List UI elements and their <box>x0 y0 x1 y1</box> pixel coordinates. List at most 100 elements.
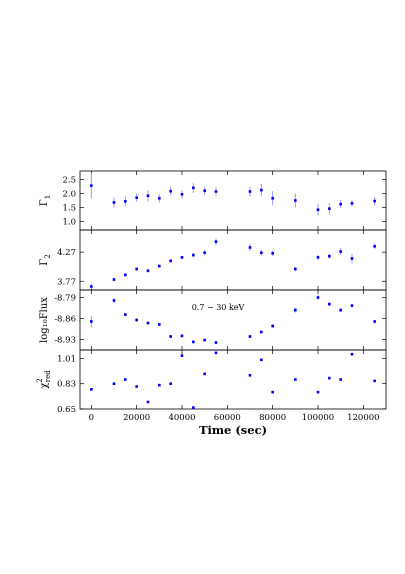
data-point <box>339 308 342 312</box>
x-axis-label: Time (sec) <box>199 423 267 437</box>
y-tick-label: 0.65 <box>57 405 76 415</box>
data-point <box>271 196 274 200</box>
y-tick-label: 2.0 <box>62 189 76 199</box>
x-tick-label: 40000 <box>168 413 195 423</box>
data-point <box>373 379 376 383</box>
data-point <box>214 190 218 193</box>
data-point <box>316 208 320 212</box>
data-point <box>146 269 150 273</box>
data-point <box>260 330 263 334</box>
data-point <box>248 246 252 249</box>
y-axis-label: Γ2 <box>39 254 52 265</box>
data-point <box>90 320 93 323</box>
data-point <box>112 299 116 302</box>
data-point <box>158 383 161 387</box>
data-point <box>146 400 150 404</box>
data-point <box>192 340 195 344</box>
panel-3: -8.93 -8.86 -8.79 log₁₀Flux 0.7 − 30 keV <box>39 289 387 351</box>
data-point <box>350 257 354 260</box>
data-point <box>294 267 297 271</box>
data-point <box>169 259 172 263</box>
x-tick-label: 60000 <box>214 413 241 423</box>
data-point <box>158 196 161 200</box>
y-axis-label: log₁₀Flux <box>39 297 50 343</box>
data-point <box>339 250 342 253</box>
data-point <box>248 190 252 193</box>
y-tick-label: -8.79 <box>54 294 76 304</box>
data-point <box>373 320 376 323</box>
data-point <box>214 240 218 243</box>
data-point <box>124 200 127 203</box>
data-point <box>180 193 184 196</box>
data-point <box>260 358 263 362</box>
data-point <box>328 302 331 306</box>
data-point <box>350 202 354 205</box>
data-point <box>316 390 320 394</box>
data-point <box>339 378 342 381</box>
data-point <box>203 338 206 342</box>
data-point <box>124 273 127 277</box>
data-point <box>158 323 161 326</box>
data-point <box>90 184 93 187</box>
y-tick-label: -8.86 <box>54 315 76 325</box>
data-point <box>169 382 172 386</box>
data-point <box>328 254 331 258</box>
x-tick-label: 100000 <box>302 413 334 423</box>
data-point <box>260 251 263 255</box>
data-point <box>339 202 342 206</box>
data-point <box>169 335 172 338</box>
data-point <box>294 378 297 381</box>
y-tick-label: 0.83 <box>57 380 76 390</box>
data-point <box>328 207 331 210</box>
data-point <box>203 372 206 376</box>
panel-frame <box>79 229 387 291</box>
data-point <box>214 351 218 355</box>
x-tick-label: 120000 <box>347 413 379 423</box>
data-point <box>294 308 297 312</box>
data-point <box>135 385 138 388</box>
y-axis-label: χ2red <box>36 370 52 389</box>
data-point <box>124 378 127 381</box>
data-point <box>146 194 150 198</box>
data-point <box>124 313 127 316</box>
data-point <box>180 354 184 357</box>
data-point <box>316 296 320 299</box>
data-point <box>192 253 195 257</box>
y-tick-label: 1.0 <box>62 218 76 228</box>
data-point <box>271 252 274 255</box>
x-tick-label: 20000 <box>123 413 150 423</box>
y-tick-label: 2.5 <box>62 175 76 185</box>
x-tick-label: 80000 <box>259 413 286 423</box>
data-point <box>350 352 354 356</box>
y-tick-label: 4.27 <box>57 248 76 258</box>
panel-1: 1.0 1.5 2.0 2.5 Γ1 <box>39 170 387 231</box>
data-point <box>248 373 252 377</box>
y-tick-label: 3.77 <box>57 277 76 287</box>
data-point <box>214 341 218 344</box>
panel-2: 3.77 4.27 Γ2 <box>39 229 387 291</box>
data-point <box>112 382 116 386</box>
data-point <box>135 267 138 271</box>
data-point <box>90 388 93 391</box>
data-point <box>316 256 320 259</box>
data-point <box>248 335 252 338</box>
data-point <box>294 199 297 202</box>
data-point <box>112 201 116 204</box>
data-point <box>260 188 263 192</box>
data-point <box>350 304 354 307</box>
data-point <box>328 376 331 380</box>
data-point <box>112 278 116 281</box>
data-point <box>180 256 184 259</box>
data-point <box>169 189 172 193</box>
panel-4: 0.65 0.83 1.01 χ2red 0 20000 40000 60000 80000 10… <box>36 349 387 423</box>
data-point <box>135 196 138 199</box>
data-point <box>192 186 195 190</box>
panel-frame <box>79 289 387 351</box>
panel-annotation: 0.7 − 30 keV <box>192 303 245 312</box>
data-point <box>158 264 161 268</box>
data-point <box>271 324 274 328</box>
y-tick-label: 1.01 <box>57 354 76 364</box>
data-point <box>146 321 150 325</box>
y-axis-label: Γ1 <box>39 195 52 206</box>
